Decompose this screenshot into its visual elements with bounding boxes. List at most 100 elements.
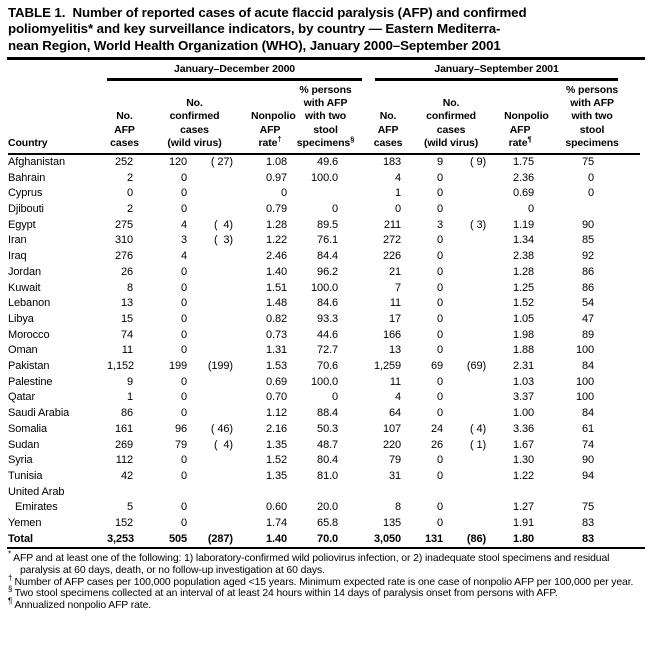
cell-nonpolio-afp-rate-2001: 2.31 bbox=[513, 360, 535, 373]
table-row: Afghanistan 252 120 ( 27) 1.08 49.6 183 9 ( 9) 1.… bbox=[8, 154, 640, 171]
footnote: * AFP and at least one of the following:… bbox=[8, 550, 610, 577]
cell-nonpolio-afp-rate-2000: 1.22 bbox=[265, 234, 287, 247]
cell-stool-specimens-2000: 76.1 bbox=[317, 234, 339, 247]
column-header-confirmed-cases-2000: No. confirmed cases (wild virus) bbox=[142, 80, 237, 155]
cell-nonpolio-afp-rate-2001: 1.22 bbox=[513, 469, 535, 482]
cell-afp-cases-2000: 1 bbox=[126, 391, 133, 404]
cell-nonpolio-afp-rate-2000: 0.69 bbox=[265, 375, 287, 388]
cell-afp-cases-2000: 276 bbox=[114, 250, 133, 263]
cell-stool-specimens-2000: 100.0 bbox=[311, 281, 339, 294]
footnotes: * AFP and at least one of the following:… bbox=[8, 550, 644, 611]
footnote-marker-182: ¶ bbox=[527, 134, 532, 144]
cell-afp-cases-2001: 220 bbox=[383, 438, 402, 451]
cell-wild-virus-2000 bbox=[192, 202, 237, 218]
cell-nonpolio-afp-rate-2000: 1.51 bbox=[265, 281, 287, 294]
cell-stool-specimens-2000: 84.6 bbox=[317, 297, 339, 310]
cell-afp-cases-2000: 26 bbox=[120, 265, 133, 278]
cell-nonpolio-afp-rate-2001: 1.34 bbox=[513, 234, 535, 247]
cell-stool-specimens-2000: 44.6 bbox=[317, 328, 339, 341]
cell-stool-specimens-2000: 48.7 bbox=[317, 438, 339, 451]
cell-confirmed-cases-2000: 0 bbox=[180, 407, 187, 420]
country-cell: Qatar bbox=[8, 391, 36, 404]
cell-nonpolio-afp-rate-2001: 1.80 bbox=[513, 532, 535, 545]
table-title: TABLE 1. Number of reported cases of acu… bbox=[8, 5, 644, 54]
cell-stool-specimens-2001: 0 bbox=[588, 171, 595, 184]
cell-confirmed-cases-2000: 0 bbox=[180, 203, 187, 216]
cell-afp-cases-2001: 79 bbox=[389, 454, 402, 467]
cell-nonpolio-afp-rate-2000: 0.82 bbox=[265, 312, 287, 325]
cell-wild-virus-2001: ( 3) bbox=[469, 218, 487, 231]
cell-wild-virus-2001 bbox=[450, 516, 488, 532]
group-header-2001-label: January–September 2001 bbox=[375, 63, 619, 81]
footnote: § Two stool specimens collected at an in… bbox=[8, 584, 558, 600]
column-header-stool-specimens-2001: % persons with AFP with two stool specimens bbox=[536, 80, 641, 155]
cell-wild-virus-2000 bbox=[192, 406, 237, 422]
cell-confirmed-cases-2001: 24 bbox=[431, 422, 444, 435]
table-title-line-2: poliomyelitis* and key surveillance indi… bbox=[8, 21, 501, 37]
cell-wild-virus-2001: ( 4) bbox=[469, 422, 487, 435]
cell-stool-specimens-2000: 50.3 bbox=[317, 422, 339, 435]
table-row: Oman 11 0 1.31 72.7 13 0 1.88 100 bbox=[8, 343, 640, 359]
cell-nonpolio-afp-rate-2001: 1.30 bbox=[513, 454, 535, 467]
cell-wild-virus-2001: ( 9) bbox=[469, 155, 487, 168]
footnote-marker: § bbox=[8, 584, 15, 594]
cell-confirmed-cases-2001: 0 bbox=[437, 344, 444, 357]
country-cell: Lebanon bbox=[8, 297, 51, 310]
table-row: Palestine 9 0 0.69 100.0 11 0 1.03 100 bbox=[8, 375, 640, 391]
country-cell: Syria bbox=[8, 454, 33, 467]
cell-stool-specimens-2001: 90 bbox=[582, 454, 595, 467]
cell-stool-specimens-2000: 72.7 bbox=[317, 344, 339, 357]
cell-stool-specimens-2000: 93.3 bbox=[317, 312, 339, 325]
cell-stool-specimens-2000: 100.0 bbox=[311, 171, 339, 184]
table-row: Iraq 276 4 2.46 84.4 226 0 2.38 92 bbox=[8, 249, 640, 265]
cell-stool-specimens-2001: 84 bbox=[582, 360, 595, 373]
country-cell: Afghanistan bbox=[8, 155, 65, 168]
cell-stool-specimens-2000: 89.5 bbox=[317, 218, 339, 231]
country-cell: Palestine bbox=[8, 375, 53, 388]
table-row: Djibouti 2 0 0.79 0 0 0 0 bbox=[8, 202, 640, 218]
footnote-marker: * bbox=[8, 550, 14, 560]
cell-afp-cases-2000: 161 bbox=[114, 422, 133, 435]
cell-afp-cases-2000: 2 bbox=[126, 171, 133, 184]
table-row: Somalia 161 96 ( 46) 2.16 50.3 107 24 ( 4) 3.36 61 bbox=[8, 422, 640, 438]
table-row: Qatar 1 0 0.70 0 4 0 3.37 100 bbox=[8, 390, 640, 406]
country-cell: Iran bbox=[8, 234, 27, 247]
cell-afp-cases-2000: 275 bbox=[114, 218, 133, 231]
country-cell: Egypt bbox=[8, 218, 36, 231]
cell-nonpolio-afp-rate-2000: 0.97 bbox=[265, 171, 287, 184]
cell-confirmed-cases-2000: 505 bbox=[168, 532, 187, 545]
cell-wild-virus-2001 bbox=[450, 171, 488, 187]
footnote-marker: ¶ bbox=[8, 596, 15, 606]
cell-confirmed-cases-2000: 4 bbox=[180, 218, 187, 231]
country-cell: Kuwait bbox=[8, 281, 41, 294]
cell-wild-virus-2001 bbox=[450, 233, 488, 249]
cell-wild-virus-2000 bbox=[192, 281, 237, 297]
cell-nonpolio-afp-rate-2000: 1.52 bbox=[265, 454, 287, 467]
report-table-page: TABLE 1. Number of reported cases of acu… bbox=[7, 5, 645, 611]
table-title-line-1: TABLE 1. Number of reported cases of acu… bbox=[8, 5, 527, 20]
column-header-country: Country bbox=[8, 80, 107, 155]
cell-afp-cases-2001: 183 bbox=[383, 155, 402, 168]
table-row: Libya 15 0 0.82 93.3 17 0 1.05 47 bbox=[8, 312, 640, 328]
table-bottom-rule bbox=[7, 547, 645, 550]
cell-nonpolio-afp-rate-2000: 1.12 bbox=[265, 407, 287, 420]
table-title-line-3: nean Region, World Health Organization (… bbox=[8, 37, 501, 53]
cell-confirmed-cases-2001: 0 bbox=[437, 407, 444, 420]
cell-wild-virus-2000: ( 4) bbox=[213, 438, 233, 451]
cell-afp-cases-2001: 31 bbox=[389, 469, 402, 482]
cell-nonpolio-afp-rate-2000: 1.48 bbox=[265, 297, 287, 310]
table-row: Tunisia 42 0 1.35 81.0 31 0 1.22 94 bbox=[8, 469, 640, 485]
cell-wild-virus-2000 bbox=[192, 171, 237, 187]
cell-nonpolio-afp-rate-2001: 1.28 bbox=[513, 265, 535, 278]
cell-afp-cases-2000: 1,152 bbox=[107, 360, 135, 373]
cell-afp-cases-2001: 7 bbox=[395, 281, 402, 294]
cell-stool-specimens-2000: 70.0 bbox=[317, 532, 339, 545]
cell-afp-cases-2000: 8 bbox=[126, 281, 133, 294]
cell-nonpolio-afp-rate-2001: 2.36 bbox=[513, 171, 535, 184]
cell-afp-cases-2001: 13 bbox=[389, 344, 402, 357]
footnote: † Number of AFP cases per 100,000 popula… bbox=[8, 573, 634, 588]
cell-wild-virus-2000 bbox=[192, 469, 237, 485]
cell-wild-virus-2001 bbox=[450, 296, 488, 312]
table-row: Lebanon 13 0 1.48 84.6 11 0 1.52 54 bbox=[8, 296, 640, 312]
country-cell: Jordan bbox=[8, 265, 42, 278]
